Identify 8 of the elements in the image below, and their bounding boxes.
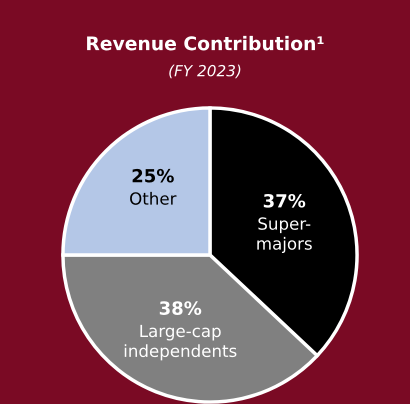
chart-title: Revenue Contribution¹ [87, 36, 324, 50]
slice-label: Other [130, 192, 176, 205]
chart-subtitle: (FY 2023) [169, 64, 240, 78]
data-label: 25% [132, 168, 174, 183]
slice-label: Large-cap independents [124, 324, 236, 360]
data-label: 38% [160, 301, 202, 315]
slice-label: Super- majors [257, 217, 312, 254]
data-label: 37% [264, 194, 306, 208]
